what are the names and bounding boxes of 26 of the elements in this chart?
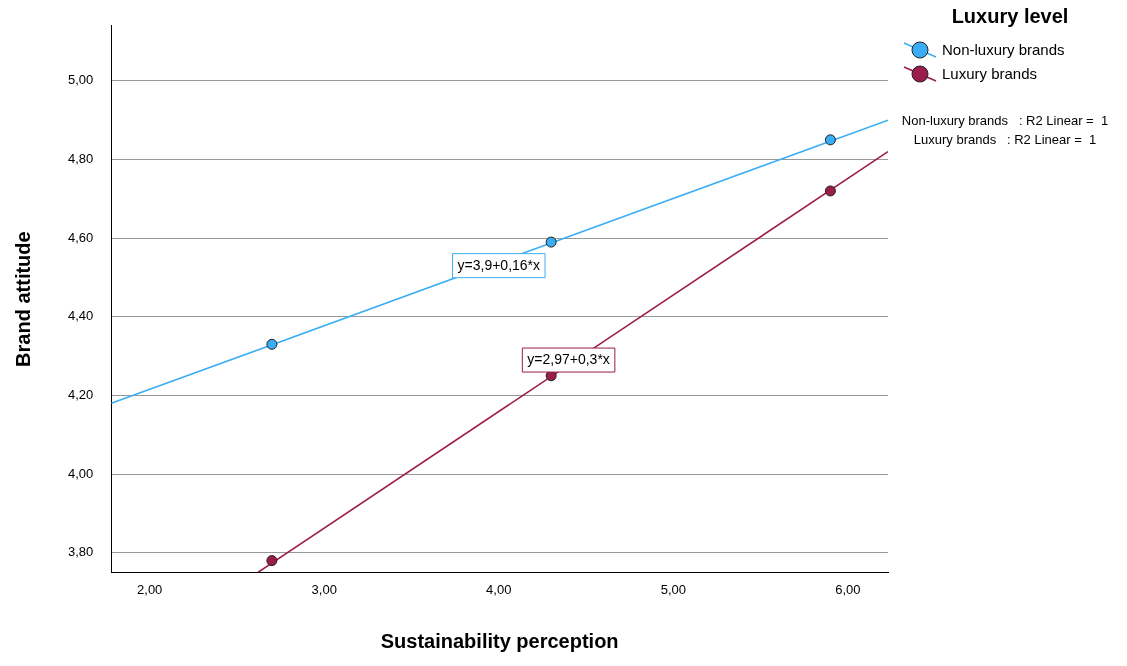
legend-label: Luxury brands [942,65,1038,83]
x-tick-label: 3,00 [311,581,337,597]
x-tick-label: 2,00 [137,581,163,597]
legend-label: Non-luxury brands [942,41,1065,59]
point [266,338,278,350]
point [824,134,836,146]
point [545,236,557,248]
x-tick-label: 6,00 [835,581,861,597]
point [266,555,278,567]
legend-title: Luxury level [951,4,1069,27]
x-tick-label: 5,00 [660,581,686,597]
y-axis-title: Brand attitude [11,231,34,367]
y-tick-label: 4,40 [67,308,94,324]
annotation: y=3,9+0,16*x [457,256,541,273]
text: Luxury brands : R2 Linear = 1 [913,131,1097,147]
annotation: y=2,97+0,3*x [527,350,610,367]
y-tick-label: 4,80 [67,151,94,167]
y-tick-label: 4,20 [67,387,94,403]
point [824,185,836,197]
x-axis-title: Sustainability perception [380,629,619,652]
x-tick-label: 4,00 [486,581,512,597]
y-tick-label: 5,00 [67,72,94,88]
y-tick-label: 4,00 [67,465,94,481]
y-tick-label: 4,60 [67,229,94,245]
text: Non-luxury brands : R2 Linear = 1 [901,112,1109,128]
y-tick-label: 3,80 [67,544,94,560]
